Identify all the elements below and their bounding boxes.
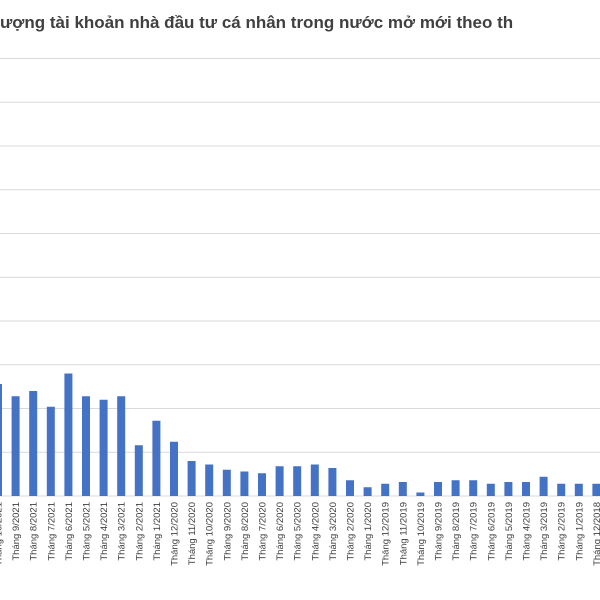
bar [240, 471, 249, 496]
x-tick-label: Tháng 1/2019 [574, 502, 585, 561]
x-tick-label: Tháng 5/2021 [82, 502, 93, 561]
x-tick-label: Tháng 4/2020 [310, 502, 321, 561]
x-tick-label: Tháng 3/2021 [117, 502, 128, 561]
x-tick-label: Tháng 8/2021 [29, 502, 40, 561]
x-tick-label: Tháng 11/2019 [398, 502, 409, 565]
bar [539, 476, 548, 496]
x-tick-label: Tháng 7/2020 [258, 502, 269, 561]
bar [486, 483, 495, 496]
bar [275, 466, 284, 496]
bar [522, 482, 530, 496]
bar [152, 420, 161, 496]
bar [293, 466, 302, 496]
bar [434, 482, 442, 496]
x-tick-label: Tháng 3/2019 [539, 502, 550, 561]
bar-series [0, 373, 600, 496]
bar [222, 469, 231, 496]
x-tick-label: Tháng 2/2019 [557, 502, 568, 561]
x-tick-label: Tháng 9/2019 [434, 502, 445, 561]
x-tick-label: Tháng 3/2020 [328, 502, 339, 561]
bar [205, 464, 214, 496]
bar [64, 373, 73, 496]
x-tick-label: Tháng 12/2018 [592, 502, 600, 566]
bar [363, 487, 372, 496]
bar [82, 396, 90, 496]
x-tick-label: Tháng 2/2020 [346, 502, 357, 561]
x-tick-label: Tháng 1/2021 [152, 502, 163, 561]
x-tick-label: Tháng 2/2021 [134, 502, 145, 561]
chart-title: ượng tài khoản nhà đầu tư cá nhân trong … [0, 13, 514, 32]
x-tick-label: Tháng 5/2020 [293, 502, 304, 561]
x-tick-label: Tháng 4/2019 [522, 502, 533, 561]
bar [0, 384, 2, 496]
bar [574, 483, 583, 496]
bar [29, 391, 38, 496]
bar [170, 441, 178, 496]
x-tick-label: Tháng 10/2020 [205, 502, 216, 566]
bar [451, 480, 460, 496]
bar [310, 464, 319, 496]
x-tick-label: Tháng 5/2019 [504, 502, 515, 561]
x-tick-label: Tháng 10/2019 [416, 502, 427, 566]
bar [592, 483, 600, 496]
x-tick-label: Tháng 1/2020 [363, 502, 374, 561]
bar [557, 483, 566, 496]
bar [99, 399, 108, 496]
x-tick-label: Tháng 11/2020 [187, 502, 198, 565]
x-tick-label: Tháng 10/2021 [0, 502, 5, 566]
bar [398, 482, 407, 496]
bar [346, 480, 354, 496]
x-tick-label: Tháng 8/2020 [240, 502, 251, 561]
bar [328, 468, 337, 496]
x-tick-label: Tháng 7/2021 [46, 502, 57, 561]
x-tick-label: Tháng 6/2020 [275, 502, 286, 561]
bar [416, 492, 425, 496]
bar [469, 480, 478, 496]
bar [134, 445, 143, 496]
x-tick-label: Tháng 9/2020 [222, 502, 233, 561]
x-tick-label: Tháng 9/2021 [11, 502, 22, 561]
bar [504, 482, 513, 496]
x-axis-tick-labels: Tháng 10/2021 Tháng 9/2021 Tháng 8/2021 Thá… [0, 502, 600, 566]
bar [258, 473, 266, 496]
bar [117, 396, 126, 496]
x-tick-label: Tháng 8/2019 [451, 502, 462, 561]
bar [46, 406, 55, 496]
bar [11, 396, 20, 496]
x-tick-label: Tháng 12/2019 [381, 502, 392, 566]
x-tick-label: Tháng 6/2021 [64, 502, 75, 561]
x-tick-label: Tháng 12/2020 [170, 502, 181, 566]
gridlines [0, 58, 600, 497]
bar [381, 483, 390, 496]
x-tick-label: Tháng 6/2019 [486, 502, 497, 561]
x-tick-label: Tháng 4/2021 [99, 502, 110, 561]
bar [187, 461, 196, 496]
x-tick-label: Tháng 7/2019 [469, 502, 480, 561]
